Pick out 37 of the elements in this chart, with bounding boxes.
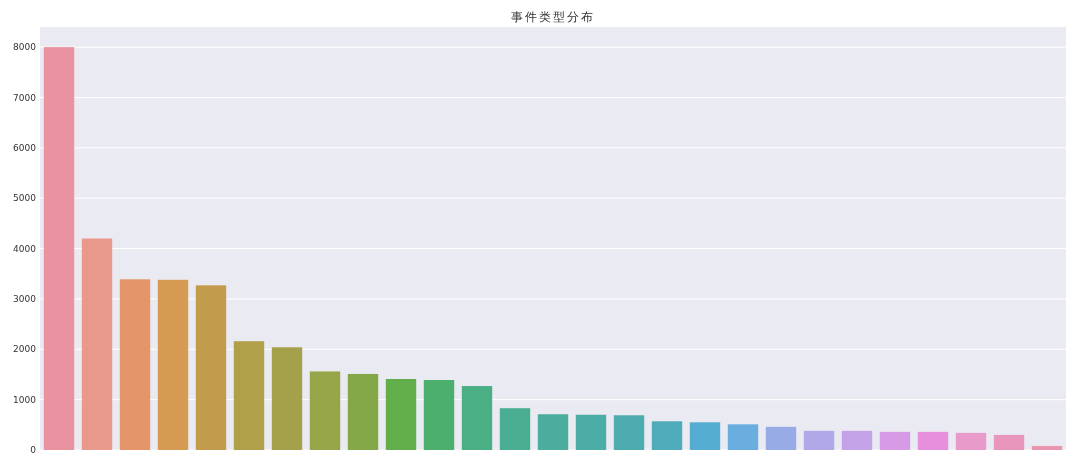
bar — [43, 47, 75, 450]
y-tick-label: 3000 — [13, 293, 37, 304]
bar — [879, 431, 911, 450]
bar — [803, 430, 835, 450]
bar — [651, 421, 683, 450]
bar — [537, 414, 569, 450]
y-tick-label: 4000 — [13, 243, 37, 254]
y-tick-label: 0 — [30, 445, 37, 455]
y-tick-label: 1000 — [13, 394, 37, 405]
bar — [309, 371, 341, 450]
bar — [993, 434, 1025, 450]
bar — [233, 341, 265, 450]
bar — [955, 432, 987, 450]
bar — [575, 414, 607, 450]
y-tick-label: 6000 — [13, 142, 37, 153]
bar — [1031, 445, 1063, 450]
bar — [461, 386, 493, 450]
bar — [765, 426, 797, 450]
bar — [841, 430, 873, 450]
bar — [347, 373, 379, 450]
bar — [499, 408, 531, 450]
y-tick-label: 7000 — [13, 92, 37, 103]
bar — [689, 422, 721, 450]
bar — [271, 347, 303, 450]
bar — [385, 379, 417, 450]
bar — [157, 279, 189, 450]
bar — [917, 431, 949, 450]
bar — [423, 380, 455, 450]
y-tick-label: 5000 — [13, 193, 37, 204]
y-tick-label: 2000 — [13, 344, 37, 355]
bar — [727, 424, 759, 450]
bar — [613, 415, 645, 450]
bar — [81, 238, 113, 450]
bar — [195, 285, 227, 450]
y-tick-label: 8000 — [13, 42, 37, 53]
bar — [119, 279, 151, 450]
chart-title: 事件类型分布 — [511, 10, 595, 24]
